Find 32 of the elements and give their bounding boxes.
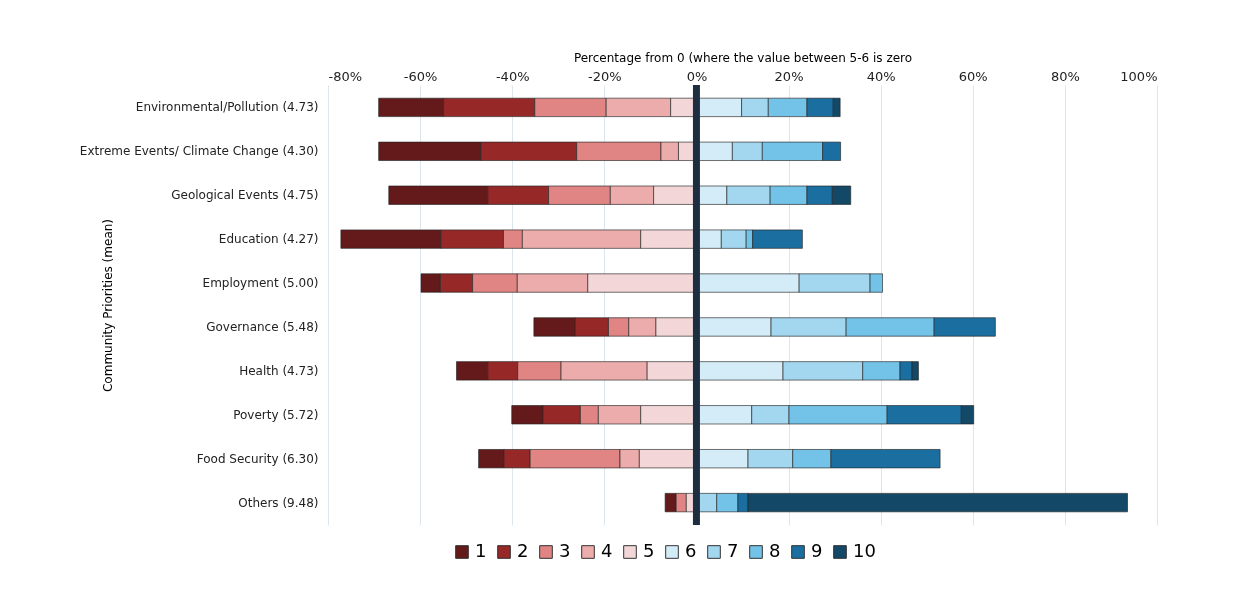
x-axis-title: Percentage from 0 (where the value between 5-6 is zero [573,50,913,65]
x-tick-label: 60% [958,68,988,84]
x-tick-label: 80% [1050,68,1080,84]
y-tick-label: Environmental/Pollution (4.73) [135,100,319,115]
x-tick-label: -60% [403,68,438,84]
legend-label: 5 [643,540,655,561]
x-tick-label: -20% [588,68,622,84]
legend-label: 2 [517,540,529,561]
x-tick-label: -80% [328,68,363,84]
legend-label: 10 [853,540,876,561]
y-tick-label: Extreme Events/ Climate Change (4.30) [79,144,319,159]
legend-label: 8 [769,540,781,561]
x-tick-label: 40% [866,68,896,84]
x-tick-label: 0% [686,68,708,84]
x-tick-label: 20% [774,68,804,84]
x-tick-label: 100% [1120,68,1158,84]
y-tick-label: Governance (5.48) [206,319,319,334]
x-tick-label: -40% [495,68,530,84]
y-tick-label: Food Security (6.30) [196,451,319,466]
legend-label: 1 [475,540,487,561]
legend-label: 9 [811,540,823,561]
y-tick-label: Geological Events (4.75) [171,188,319,203]
y-axis-title: Community Priorities (mean) [100,218,115,393]
y-tick-label: Employment (5.00) [202,276,319,291]
y-tick-label: Health (4.73) [239,363,319,378]
legend-label: 6 [685,540,697,561]
legend-label: 4 [601,540,613,561]
y-tick-label: Education (4.27) [218,232,319,247]
y-tick-label: Others (9.48) [238,495,319,510]
y-tick-label: Poverty (5.72) [233,407,319,422]
legend-label: 7 [727,540,739,561]
legend-label: 3 [559,540,571,561]
